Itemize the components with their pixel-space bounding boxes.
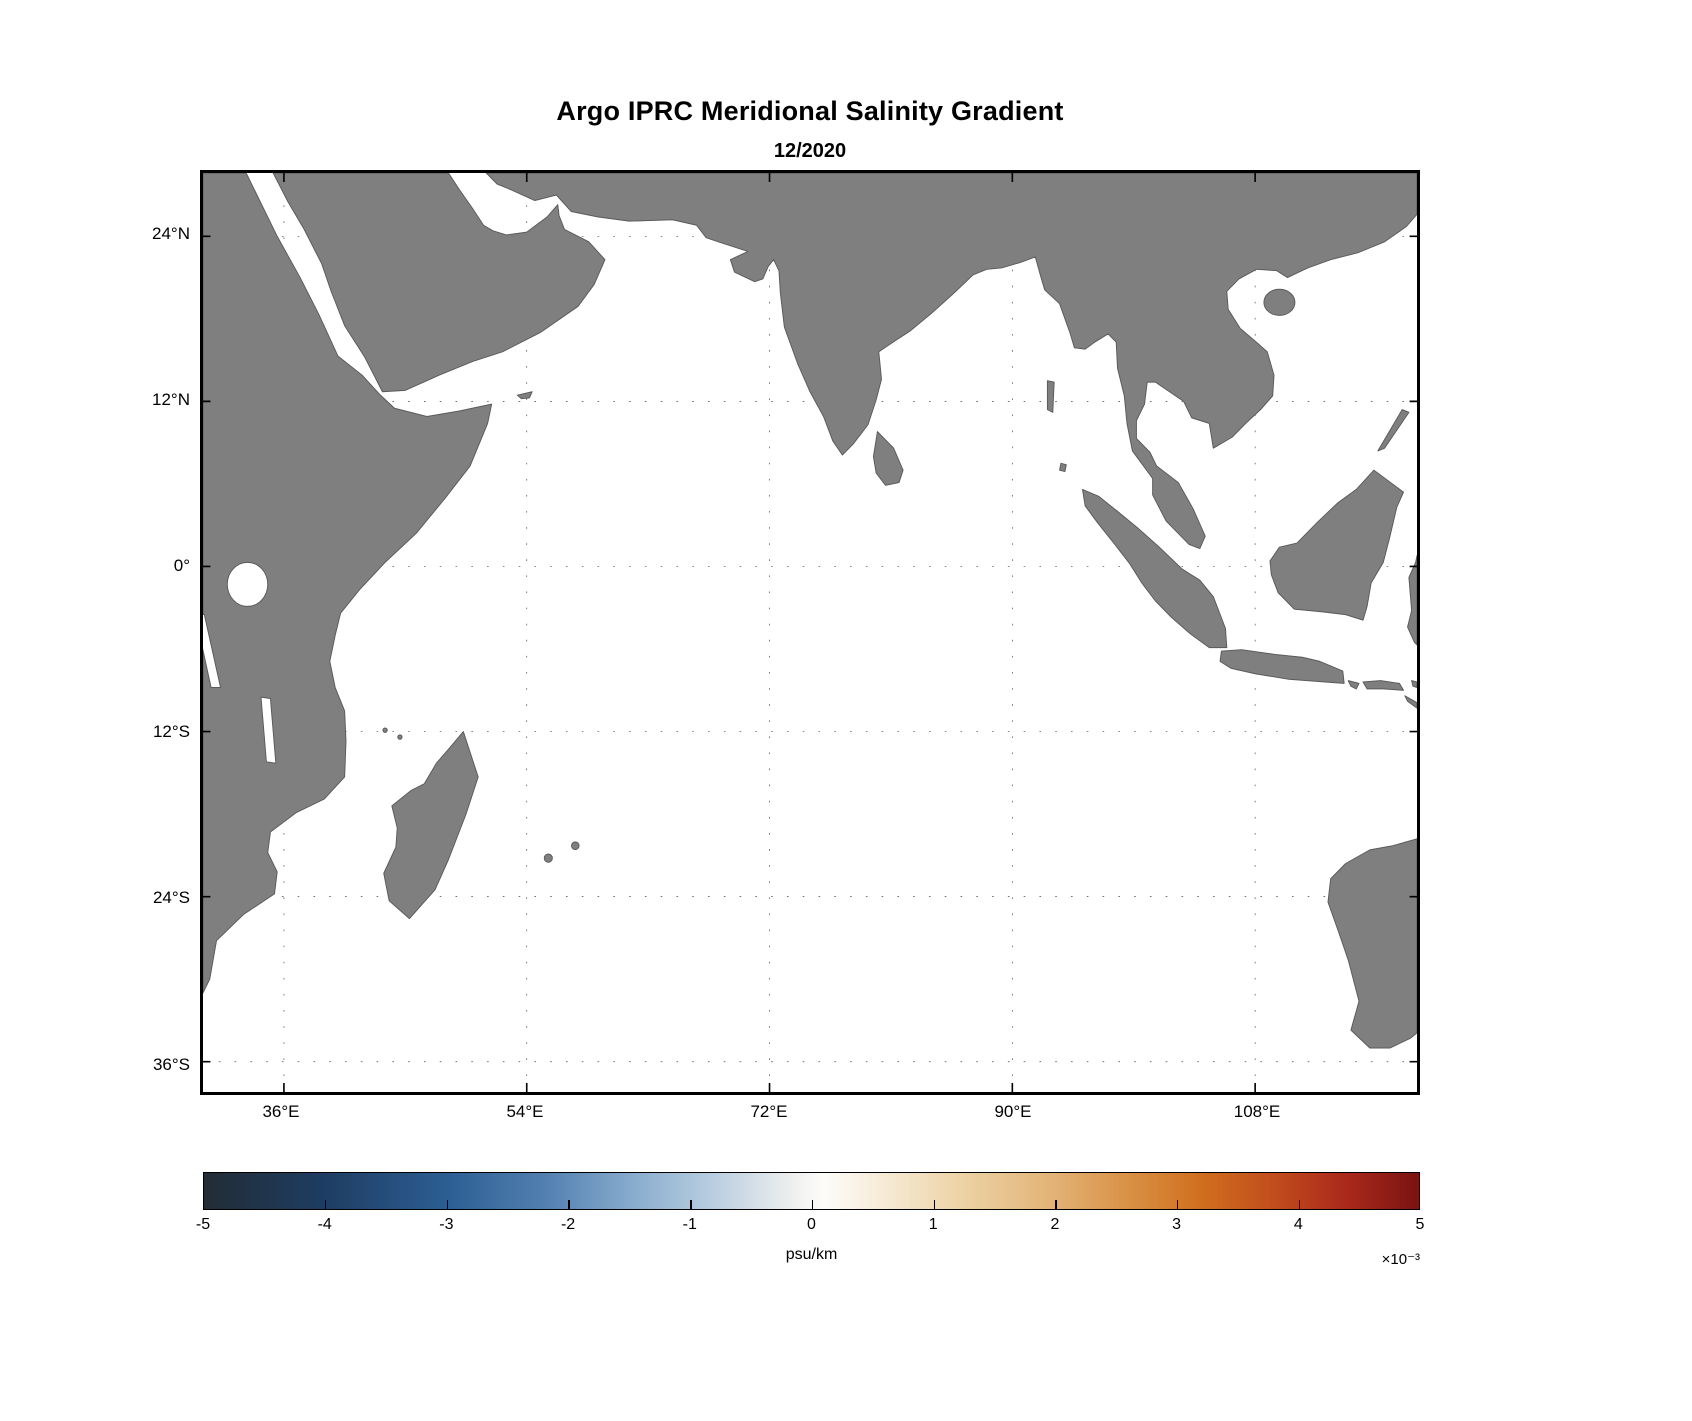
figure-title: Argo IPRC Meridional Salinity Gradient	[556, 96, 1064, 126]
colorbar-tick	[1055, 1200, 1057, 1209]
lat-tick-label: 24°N	[152, 224, 190, 243]
lon-tick-label: 108°E	[1233, 1102, 1281, 1121]
land-bali	[1347, 680, 1360, 690]
axis-ticks	[203, 173, 1417, 1092]
colorbar-tick	[324, 1200, 327, 1209]
colorbar-tick-label: -2	[560, 1216, 576, 1233]
land-sumba	[1404, 695, 1417, 709]
colorbar-tick-label: 5	[1415, 1216, 1425, 1233]
colorbar-tick-label: -4	[317, 1216, 332, 1233]
land-socotra	[516, 391, 533, 400]
land-borneo	[1269, 469, 1404, 621]
colorbar-tick	[1298, 1200, 1301, 1209]
colorbar	[203, 1172, 1420, 1210]
colorbar-tick-label: 4	[1293, 1216, 1303, 1233]
land-sri-lanka	[872, 431, 904, 486]
colorbar-tick-label: 2	[1050, 1216, 1060, 1233]
colorbar-tick	[446, 1200, 449, 1209]
lat-tick-label: 12°S	[152, 722, 190, 741]
colorbar-tick-label: 3	[1172, 1216, 1182, 1233]
land-sumatra	[1082, 488, 1228, 649]
colorbar-scale-label: ×10⁻³	[1381, 1251, 1420, 1268]
lat-tick-label: 36°S	[152, 1055, 190, 1074]
figure-subtitle: 12/2020	[773, 140, 847, 162]
land-comoros-2	[397, 734, 403, 740]
colorbar-tick	[568, 1200, 570, 1209]
lon-tick-label: 72°E	[750, 1102, 788, 1121]
colorbar-tick-label: -1	[682, 1216, 697, 1233]
lake-malawi	[260, 696, 277, 764]
land-palawan	[1377, 409, 1410, 452]
lake-tanganyika	[203, 613, 222, 689]
colorbar-unit-label: psu/km	[785, 1246, 838, 1263]
land-africa	[203, 173, 493, 994]
land-lombok-sumbawa	[1362, 680, 1404, 691]
land-java	[1219, 649, 1345, 684]
land-mauritius	[571, 841, 580, 851]
colorbar-tick	[811, 1200, 814, 1209]
lat-tick-label: 0°	[173, 556, 190, 575]
land-hainan	[1263, 288, 1296, 316]
land-eurasia-mainland	[485, 173, 1417, 550]
land-sulawesi	[1407, 554, 1417, 646]
lon-tick-label: 54°E	[506, 1102, 544, 1121]
colorbar-tick	[690, 1200, 692, 1209]
land-australia	[1327, 838, 1417, 1049]
colorbar-tick	[1176, 1200, 1179, 1209]
lat-tick-label: 12°N	[152, 390, 190, 409]
land-nicobar-islands	[1059, 462, 1067, 473]
land-comoros-1	[382, 727, 388, 733]
lake-victoria	[226, 561, 269, 607]
land-flores	[1411, 680, 1417, 689]
colorbar-tick-label: -5	[195, 1216, 211, 1233]
land-madagascar	[383, 731, 479, 920]
colorbar-tick-label: -3	[439, 1216, 454, 1233]
map-canvas	[203, 173, 1417, 1092]
lon-tick-label: 90°E	[994, 1102, 1032, 1121]
land-reunion	[543, 853, 553, 863]
lat-tick-label: 24°S	[152, 888, 190, 907]
colorbar-tick-label: 1	[928, 1216, 938, 1233]
colorbar-gradient	[204, 1173, 1419, 1209]
colorbar-tick	[933, 1200, 935, 1209]
land-andaman-islands	[1046, 380, 1055, 413]
colorbar-tick-label: 0	[807, 1216, 816, 1233]
land-layer	[203, 173, 1417, 1049]
map-plot-area	[200, 170, 1420, 1095]
lon-tick-label: 36°E	[262, 1102, 300, 1121]
land-arabian-peninsula	[272, 173, 606, 393]
